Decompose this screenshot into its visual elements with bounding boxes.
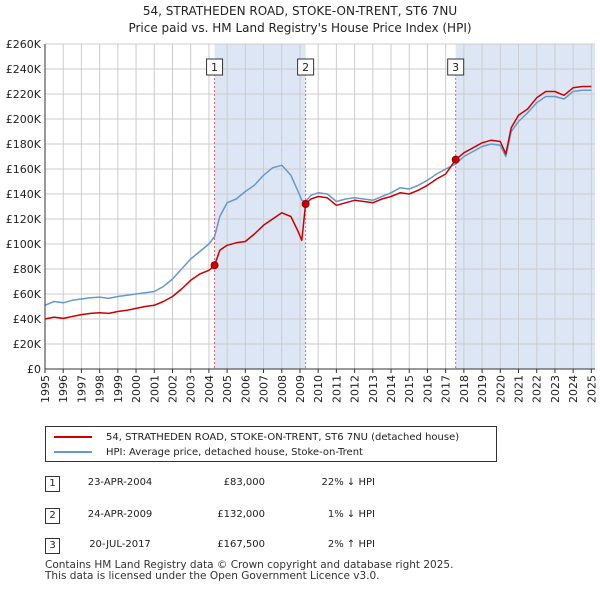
y-tick-label: £260K	[6, 38, 42, 51]
y-tick-label: £140K	[6, 188, 42, 201]
y-tick-label: £220K	[6, 88, 42, 101]
sale-number-badge: 3	[45, 538, 60, 554]
sale-number-badge: 2	[45, 508, 60, 524]
table-row: 1 23-APR-2004 £83,000 22% ↓ HPI	[45, 476, 385, 492]
footer-line-copyright: Contains HM Land Registry data © Crown c…	[45, 559, 454, 571]
sale-price: £132,000	[217, 509, 265, 520]
legend-swatch-property	[54, 436, 92, 438]
sale-point	[210, 261, 219, 270]
series-line-hpi	[44, 89, 592, 306]
x-tick-label: 2017	[440, 375, 453, 403]
x-tick-label: 2000	[130, 375, 143, 403]
x-tick-label: 2003	[185, 375, 198, 403]
sale-marker-label: 2	[302, 61, 309, 74]
table-row: 3 20-JUL-2017 £167,500 2% ↑ HPI	[45, 538, 385, 554]
x-tick-label: 2010	[312, 375, 325, 403]
x-tick-label: 2011	[330, 375, 343, 403]
sale-marker-box	[206, 58, 224, 76]
x-tick-label: 2021	[513, 375, 526, 403]
sale-hpi-diff: 1% ↓ HPI	[327, 509, 375, 520]
y-tick-label: £80K	[13, 263, 42, 276]
x-tick-label: 2002	[166, 375, 179, 403]
sale-price: £83,000	[223, 477, 265, 488]
price-chart: £0 £20K £40K £60K £80K £100K £120K £140K £160K £1…	[6, 38, 599, 403]
y-tick-label: £100K	[6, 238, 42, 251]
sale-date: 20-JUL-2017	[89, 539, 151, 550]
series-line-property	[44, 85, 592, 320]
sale-hpi-diff: 2% ↑ HPI	[327, 539, 375, 550]
x-tick-label: 2013	[367, 375, 380, 403]
legend-item-property: 54, STRATHEDEN ROAD, STOKE-ON-TRENT, ST6…	[54, 430, 459, 444]
chart-subtitle: Price paid vs. HM Land Registry's House …	[128, 21, 472, 35]
chart-title: 54, STRATHEDEN ROAD, STOKE-ON-TRENT, ST6…	[142, 4, 458, 18]
sale-marker-box	[297, 58, 315, 76]
x-tick-label: 2012	[349, 375, 362, 403]
x-tick-label: 2004	[203, 375, 216, 403]
x-tick-label: 2007	[258, 375, 271, 403]
sale-date: 24-APR-2009	[87, 509, 153, 520]
y-tick-label: £240K	[6, 63, 42, 76]
x-tick-label: 2020	[494, 375, 507, 403]
y-tick-label: £60K	[13, 288, 42, 301]
table-row: 2 24-APR-2009 £132,000 1% ↓ HPI	[45, 508, 385, 524]
sale-marker-label: 3	[452, 61, 459, 74]
y-tick-label: £0	[27, 363, 41, 376]
x-tick-label: 1996	[57, 375, 70, 403]
x-tick-label: 1995	[39, 375, 52, 403]
sale-number-badge: 1	[45, 476, 60, 492]
y-tick-label: £40K	[13, 313, 42, 326]
legend-label-hpi: HPI: Average price, detached house, Stok…	[106, 446, 363, 458]
legend-label-property: 54, STRATHEDEN ROAD, STOKE-ON-TRENT, ST6…	[106, 431, 460, 443]
x-tick-label: 2001	[148, 375, 161, 403]
x-tick-label: 2022	[531, 375, 544, 403]
chart-legend: 54, STRATHEDEN ROAD, STOKE-ON-TRENT, ST6…	[45, 426, 497, 462]
x-tick-label: 2005	[221, 375, 234, 403]
y-tick-label: £20K	[13, 338, 42, 351]
x-tick-label: 2025	[585, 375, 598, 403]
sale-hpi-diff: 22% ↓ HPI	[321, 477, 375, 488]
y-tick-label: £120K	[6, 213, 42, 226]
sale-marker-label: 1	[211, 61, 218, 74]
x-tick-label: 2006	[239, 375, 252, 403]
y-tick-label: £200K	[6, 113, 42, 126]
x-tick-label: 2023	[549, 375, 562, 403]
legend-swatch-hpi	[54, 451, 92, 453]
footer-attribution: Contains HM Land Registry data © Crown c…	[45, 560, 453, 582]
ownership-period-shade	[455, 44, 595, 369]
sale-price: £167,500	[217, 539, 265, 550]
footer-line-licence: This data is licensed under the Open Gov…	[45, 570, 380, 582]
x-tick-label: 2015	[403, 375, 416, 403]
sale-point	[301, 200, 310, 208]
sale-point	[451, 155, 460, 164]
x-tick-label: 2019	[476, 375, 489, 403]
x-tick-label: 2024	[567, 375, 580, 403]
y-tick-label: £180K	[6, 138, 42, 151]
x-tick-label: 1997	[75, 375, 88, 403]
x-tick-label: 1999	[112, 375, 125, 403]
x-tick-label: 2016	[421, 375, 434, 403]
ownership-period-shade	[214, 44, 306, 369]
x-tick-label: 2014	[385, 375, 398, 403]
sale-date: 23-APR-2004	[87, 477, 153, 488]
x-tick-label: 2008	[276, 375, 289, 403]
legend-item-hpi: HPI: Average price, detached house, Stok…	[54, 445, 363, 459]
x-tick-label: 2018	[458, 375, 471, 403]
sale-marker-box	[447, 58, 465, 76]
x-tick-label: 1998	[94, 375, 107, 403]
x-tick-label: 2009	[294, 375, 307, 403]
y-tick-label: £160K	[6, 163, 42, 176]
